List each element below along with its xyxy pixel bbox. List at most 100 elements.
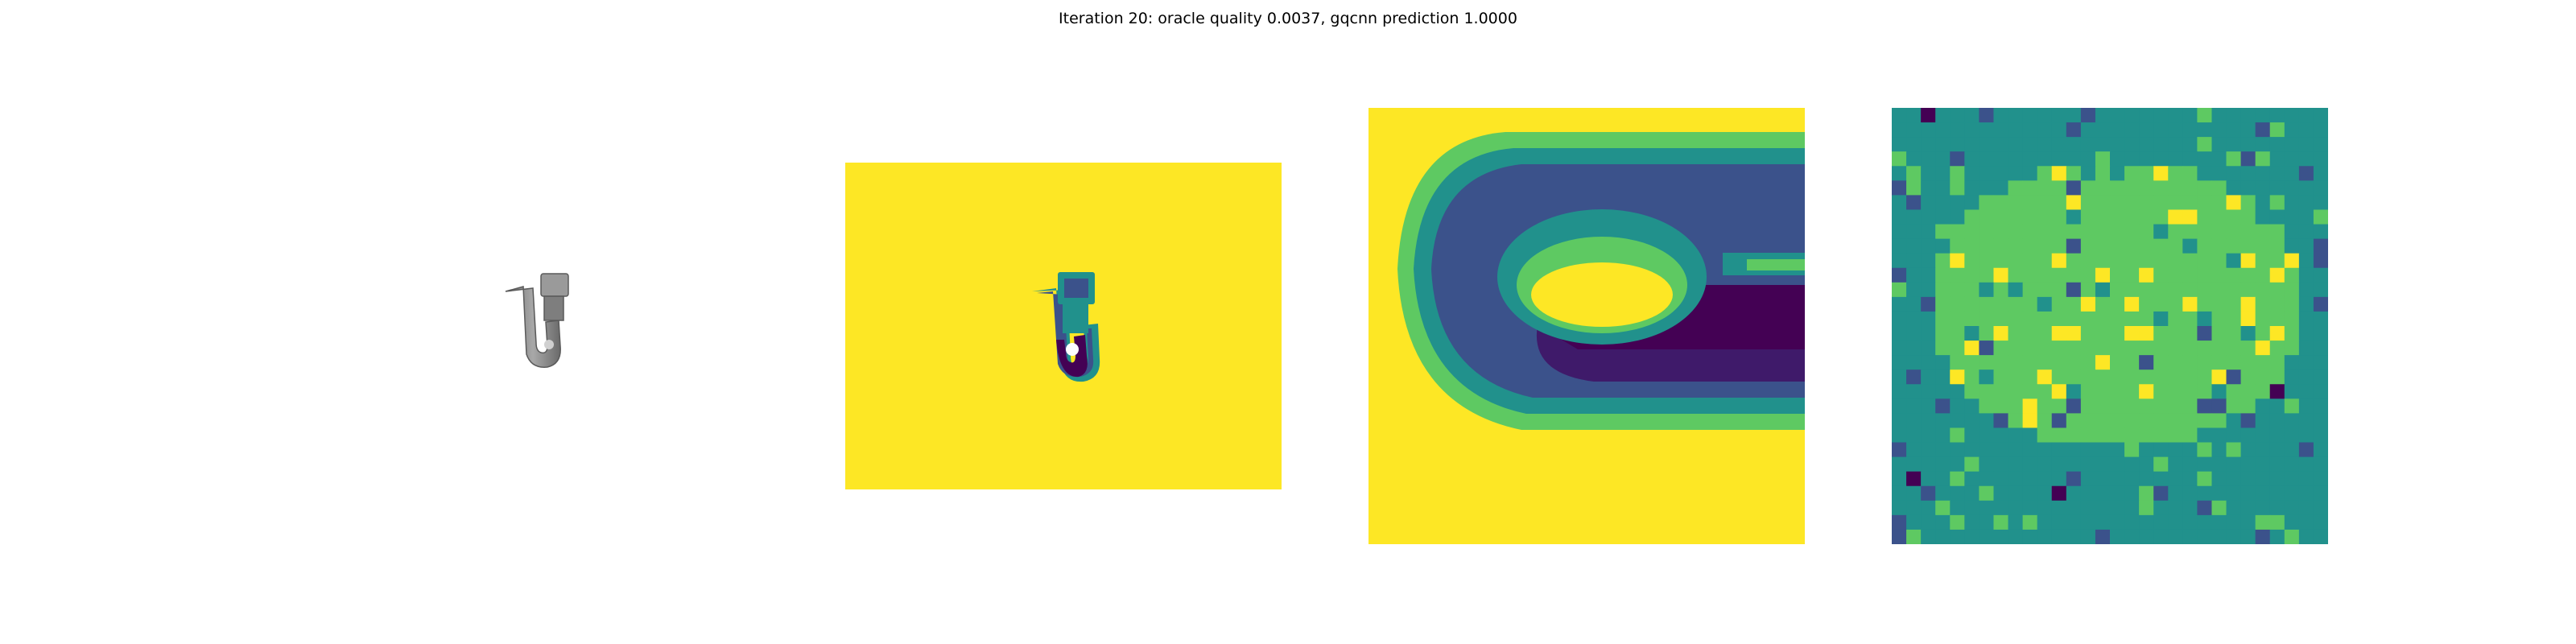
grid-cell <box>2008 108 2024 123</box>
grid-cell <box>2008 485 2024 502</box>
grid-cell <box>1979 529 1994 544</box>
grid-cell <box>2110 413 2125 428</box>
grid-cell <box>2168 500 2183 516</box>
grid-cell <box>2182 122 2198 138</box>
grid-cell <box>2037 253 2053 269</box>
grid-cell <box>2298 238 2314 254</box>
grid-cell <box>2313 151 2328 167</box>
grid-cell <box>2008 282 2024 298</box>
grid-cell <box>2124 456 2140 473</box>
grid-cell <box>2124 108 2140 123</box>
grid-cell <box>1993 398 2009 414</box>
grid-cell <box>2255 253 2271 269</box>
grid-cell <box>1950 137 1965 152</box>
grid-cell <box>2124 253 2140 269</box>
grid-cell <box>1979 413 1994 428</box>
grid-cell <box>2066 427 2082 444</box>
grid-cell <box>2008 267 2024 283</box>
grid-cell <box>2095 369 2111 385</box>
grid-cell <box>2139 471 2154 487</box>
grid-cell <box>2168 224 2183 240</box>
grid-cell <box>1892 238 1907 254</box>
grid-cell <box>2226 500 2242 516</box>
grid-cell <box>1993 326 2009 341</box>
grid-cell <box>1892 137 1907 152</box>
grid-cell <box>2298 471 2314 487</box>
grid-cell <box>2124 326 2140 341</box>
grid-cell <box>2269 180 2285 196</box>
grid-cell <box>1921 456 1936 473</box>
grid-cell <box>2313 282 2328 298</box>
grid-cell <box>2240 427 2256 444</box>
grid-cell <box>2211 514 2227 530</box>
grid-cell <box>2080 151 2096 167</box>
grid-cell <box>2153 456 2169 473</box>
grid-cell <box>2197 514 2212 530</box>
grid-cell <box>2211 427 2227 444</box>
grid-cell <box>2182 137 2198 152</box>
grid-cell <box>2255 326 2271 341</box>
grid-cell <box>1935 224 1951 240</box>
grid-cell <box>2197 209 2212 225</box>
grid-cell <box>1906 282 1922 298</box>
depth-image <box>845 163 1282 489</box>
grid-cell <box>1979 398 1994 414</box>
grid-cell <box>2008 369 2024 385</box>
grid-cell <box>2008 166 2024 181</box>
grid-cell <box>1993 238 2009 254</box>
grid-cell <box>2211 238 2227 254</box>
grid-cell <box>2110 282 2125 298</box>
grid-cell <box>2182 369 2198 385</box>
grid-cell <box>2182 238 2198 254</box>
grid-cell <box>2139 456 2154 473</box>
grid-cell <box>2051 485 2067 502</box>
grid-cell <box>2211 180 2227 196</box>
grid-cell <box>1906 514 1922 530</box>
grid-cell <box>1935 398 1951 414</box>
grid-cell <box>2240 224 2256 240</box>
grid-cell <box>2182 282 2198 298</box>
grid-cell <box>2284 253 2300 269</box>
grid-cell <box>1979 326 1994 341</box>
grid-cell <box>2066 267 2082 283</box>
grid-cell <box>2240 398 2256 414</box>
grid-cell <box>2124 137 2140 152</box>
grid-cell <box>2037 471 2053 487</box>
grid-cell <box>2051 369 2067 385</box>
grid-cell <box>2240 253 2256 269</box>
grid-cell <box>2255 427 2271 444</box>
grid-cell <box>1892 471 1907 487</box>
grid-cell <box>2066 166 2082 181</box>
grid-cell <box>2051 195 2067 210</box>
grid-cell <box>2226 427 2242 444</box>
grid-cell <box>1950 108 1965 123</box>
grid-cell <box>2182 398 2198 414</box>
grid-cell <box>2211 355 2227 370</box>
grid-cell <box>1964 253 1979 269</box>
grid-cell <box>1950 341 1965 356</box>
grid-cell <box>2182 413 2198 428</box>
grid-cell <box>2080 253 2096 269</box>
grid-cell <box>2095 122 2111 138</box>
grid-cell <box>2008 195 2024 210</box>
grid-cell <box>2051 398 2067 414</box>
grid-cell <box>2182 514 2198 530</box>
grid-cell <box>2124 514 2140 530</box>
grid-cell <box>1892 413 1907 428</box>
grid-cell <box>2197 398 2212 414</box>
grid-cell <box>2298 122 2314 138</box>
grid-cell <box>2226 267 2242 283</box>
grid-cell <box>1921 166 1936 181</box>
grid-cell <box>2269 384 2285 399</box>
grid-cell <box>2240 151 2256 167</box>
grid-cell <box>2211 224 2227 240</box>
grid-cell <box>2110 326 2125 341</box>
grid-cell <box>2022 195 2038 210</box>
grid-cell <box>2037 137 2053 152</box>
grid-cell <box>1950 224 1965 240</box>
grid-cell <box>2037 108 2053 123</box>
grid-cell <box>2022 485 2038 502</box>
grid-cell <box>2008 384 2024 399</box>
grid-cell <box>2197 296 2212 312</box>
grid-cell <box>2226 529 2242 544</box>
